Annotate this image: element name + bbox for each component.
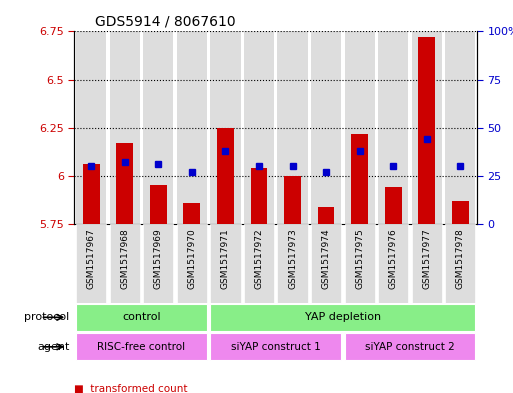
Bar: [210, 333, 341, 360]
Bar: [210, 31, 241, 224]
Bar: [244, 31, 274, 224]
Bar: [351, 134, 368, 224]
Bar: [278, 224, 308, 303]
Bar: [411, 224, 442, 303]
Text: YAP depletion: YAP depletion: [305, 312, 381, 322]
Text: GSM1517967: GSM1517967: [87, 228, 95, 289]
Bar: [378, 31, 408, 224]
Text: GSM1517972: GSM1517972: [254, 228, 264, 288]
Text: GSM1517976: GSM1517976: [389, 228, 398, 289]
Bar: [76, 31, 106, 224]
Bar: [278, 31, 308, 224]
Bar: [445, 224, 476, 303]
Text: GSM1517969: GSM1517969: [154, 228, 163, 289]
Bar: [110, 224, 140, 303]
Text: RISC-free control: RISC-free control: [97, 342, 186, 352]
Bar: [250, 168, 267, 224]
Text: GSM1517973: GSM1517973: [288, 228, 297, 289]
Text: control: control: [122, 312, 161, 322]
Bar: [411, 31, 442, 224]
Bar: [445, 31, 476, 224]
Text: siYAP construct 2: siYAP construct 2: [365, 342, 455, 352]
Bar: [244, 224, 274, 303]
Bar: [345, 31, 374, 224]
Bar: [311, 31, 341, 224]
Bar: [76, 304, 207, 331]
Bar: [345, 333, 476, 360]
Text: GSM1517970: GSM1517970: [187, 228, 196, 289]
Bar: [184, 203, 200, 224]
Bar: [217, 128, 234, 224]
Bar: [378, 224, 408, 303]
Bar: [177, 31, 207, 224]
Bar: [318, 207, 334, 224]
Bar: [284, 176, 301, 224]
Bar: [76, 333, 207, 360]
Text: siYAP construct 1: siYAP construct 1: [231, 342, 321, 352]
Text: agent: agent: [37, 342, 69, 352]
Bar: [116, 143, 133, 224]
Bar: [150, 185, 167, 224]
Bar: [177, 224, 207, 303]
Text: protocol: protocol: [24, 312, 69, 322]
Bar: [311, 224, 341, 303]
Bar: [385, 187, 402, 224]
Bar: [210, 304, 476, 331]
Bar: [143, 224, 173, 303]
Text: GSM1517974: GSM1517974: [322, 228, 330, 288]
Text: GDS5914 / 8067610: GDS5914 / 8067610: [94, 15, 235, 29]
Text: GSM1517975: GSM1517975: [355, 228, 364, 289]
Bar: [143, 31, 173, 224]
Bar: [210, 224, 241, 303]
Text: GSM1517971: GSM1517971: [221, 228, 230, 289]
Text: GSM1517978: GSM1517978: [456, 228, 465, 289]
Bar: [76, 224, 106, 303]
Bar: [110, 31, 140, 224]
Text: GSM1517977: GSM1517977: [422, 228, 431, 289]
Text: GSM1517968: GSM1517968: [120, 228, 129, 289]
Bar: [419, 37, 435, 224]
Bar: [345, 224, 374, 303]
Bar: [83, 164, 100, 224]
Text: ■  transformed count: ■ transformed count: [74, 384, 188, 393]
Bar: [452, 201, 469, 224]
